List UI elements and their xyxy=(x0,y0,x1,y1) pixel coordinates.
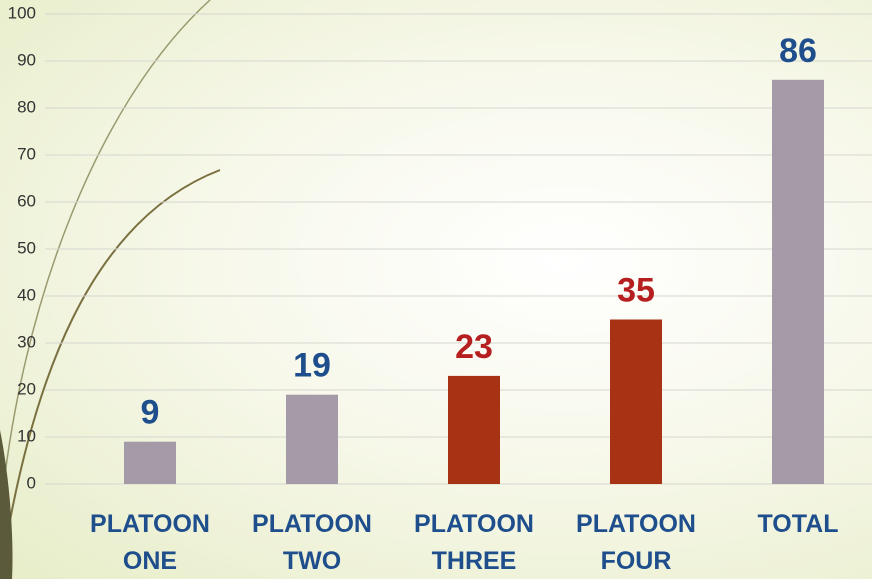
value-label: 23 xyxy=(455,328,493,366)
value-label: 9 xyxy=(141,394,160,432)
y-tick-label: 80 xyxy=(17,97,36,116)
bar xyxy=(448,375,500,484)
bar xyxy=(124,441,176,484)
x-tick-label: TOTAL xyxy=(757,510,839,538)
y-tick-label: 60 xyxy=(17,191,36,210)
decor-curve xyxy=(0,0,211,521)
value-label: 19 xyxy=(293,347,331,385)
value-label: 86 xyxy=(779,32,817,70)
bar xyxy=(286,394,338,484)
y-tick-label: 40 xyxy=(17,285,36,304)
y-tick-label: 0 xyxy=(27,473,36,492)
x-tick-label: PLATOON TWO xyxy=(252,510,372,575)
y-tick-label: 30 xyxy=(17,332,36,351)
x-tick-label: PLATOON ONE xyxy=(90,510,210,575)
y-tick-label: 20 xyxy=(17,379,36,398)
bar xyxy=(772,79,824,485)
decor-curve xyxy=(0,169,221,579)
y-tick-label: 50 xyxy=(17,238,36,257)
x-tick-label: PLATOON THREE xyxy=(414,510,534,575)
y-tick-label: 70 xyxy=(17,144,36,163)
decor-shape xyxy=(0,430,13,579)
y-tick-label: 10 xyxy=(17,426,36,445)
value-label: 35 xyxy=(617,272,655,310)
y-tick-label: 100 xyxy=(8,3,36,22)
y-tick-label: 90 xyxy=(17,50,36,69)
x-tick-label: PLATOON FOUR xyxy=(576,510,696,575)
bar xyxy=(610,319,662,484)
